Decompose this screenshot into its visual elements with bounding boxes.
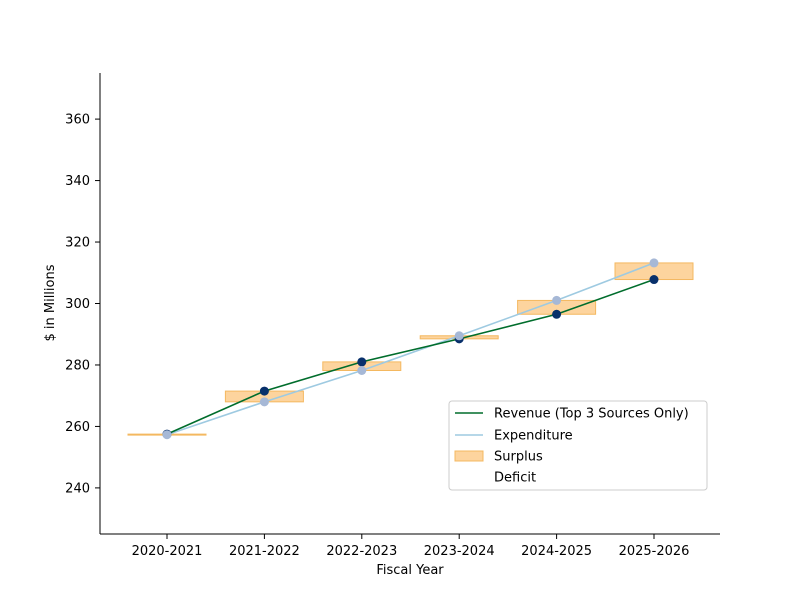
y-tick-label: 340 bbox=[65, 174, 90, 189]
x-tick-label: 2023-2024 bbox=[424, 544, 495, 559]
expenditure-point bbox=[649, 258, 659, 268]
y-ticks: 240 260 280 300 320 340 360 bbox=[65, 113, 100, 496]
x-tick-label: 2020-2021 bbox=[132, 544, 203, 559]
x-tick-label: 2021-2022 bbox=[229, 544, 300, 559]
expenditure-line bbox=[166, 262, 655, 436]
revenue-point bbox=[259, 386, 269, 396]
y-tick-label: 280 bbox=[65, 358, 90, 373]
y-tick-label: 260 bbox=[65, 420, 90, 435]
x-axis-label: Fiscal Year bbox=[376, 563, 444, 578]
expenditure-point bbox=[357, 365, 367, 375]
legend: Revenue (Top 3 Sources Only) Expenditure S… bbox=[448, 400, 708, 491]
x-tick-label: 2025-2026 bbox=[619, 544, 690, 559]
y-tick-label: 360 bbox=[65, 113, 90, 128]
revenue-line bbox=[166, 278, 655, 435]
x-tick-label: 2024-2025 bbox=[521, 544, 592, 559]
series-lines bbox=[166, 262, 655, 436]
expenditure-point bbox=[552, 295, 562, 305]
expenditure-point bbox=[162, 430, 172, 440]
expenditure-point bbox=[259, 397, 269, 407]
x-ticks: 2020-2021 2021-2022 2022-2023 2023-2024 2024… bbox=[132, 534, 690, 559]
revenue-point bbox=[552, 309, 562, 319]
revenue-point bbox=[649, 275, 659, 285]
y-tick-label: 300 bbox=[65, 297, 90, 312]
revenue-point bbox=[357, 357, 367, 367]
y-tick-label: 240 bbox=[65, 481, 90, 496]
legend-box bbox=[448, 400, 708, 491]
series-markers bbox=[162, 258, 659, 440]
legend-revenue-label: Revenue (Top 3 Sources Only) bbox=[494, 407, 689, 422]
y-tick-label: 320 bbox=[65, 236, 90, 251]
expenditure-point bbox=[454, 331, 464, 341]
legend-expenditure-label: Expenditure bbox=[494, 429, 573, 444]
x-tick-label: 2022-2023 bbox=[326, 544, 397, 559]
legend-surplus-label: Surplus bbox=[494, 450, 543, 465]
legend-surplus-swatch bbox=[454, 450, 484, 462]
legend-deficit-label: Deficit bbox=[494, 471, 536, 486]
y-axis-label: $ in Millions bbox=[43, 264, 58, 341]
